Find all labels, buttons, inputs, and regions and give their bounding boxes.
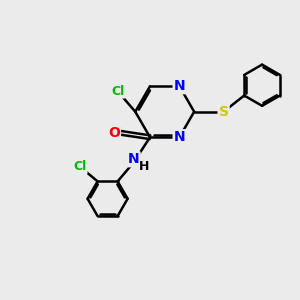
Text: O: O: [108, 126, 120, 140]
Text: Cl: Cl: [73, 160, 86, 173]
Text: S: S: [219, 105, 229, 119]
Text: H: H: [139, 160, 149, 173]
Text: Cl: Cl: [111, 85, 124, 98]
Text: N: N: [174, 79, 185, 93]
Text: N: N: [174, 130, 185, 144]
Text: N: N: [128, 152, 140, 166]
